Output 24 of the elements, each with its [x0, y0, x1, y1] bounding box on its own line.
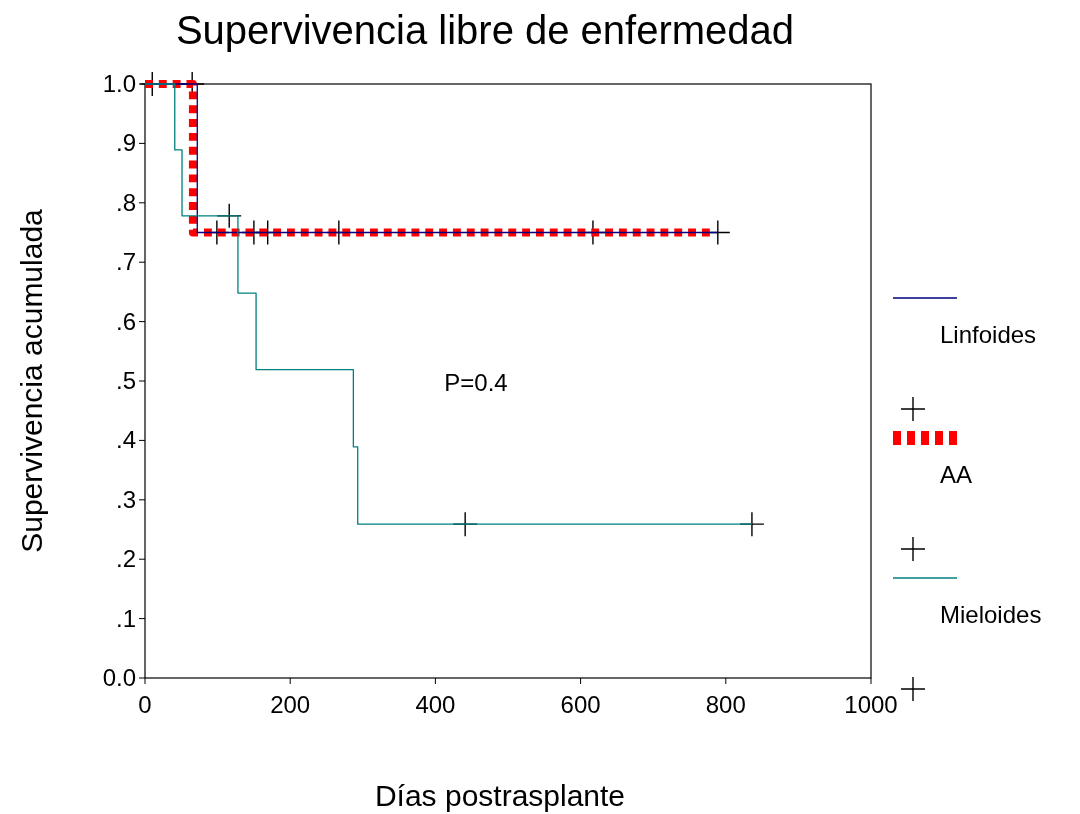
y-tick-label: 1.0 [102, 70, 136, 97]
legend-label: Linfoides [940, 321, 1037, 348]
legend-label: AA [940, 461, 973, 488]
y-tick-label: .7 [115, 248, 136, 276]
y-tick-label: .1 [115, 604, 136, 632]
y-tick-label: .9 [115, 129, 136, 157]
x-tick-label: 400 [415, 691, 456, 718]
x-tick-label: 1000 [844, 691, 898, 718]
y-tick-label: .4 [115, 426, 136, 454]
y-tick-label: .6 [115, 307, 136, 335]
y-tick-label: .3 [115, 485, 136, 513]
x-tick-label: 600 [560, 691, 601, 718]
annotation: P=0.4 [444, 369, 508, 396]
y-axis-title: Supervivencia acumulada [15, 208, 48, 553]
x-tick-label: 0 [138, 691, 152, 718]
y-tick-label: .5 [115, 367, 136, 394]
y-tick-label: .8 [115, 188, 136, 216]
chart-title: Supervivencia libre de enfermedad [175, 8, 795, 52]
y-tick-label: .2 [115, 545, 136, 573]
y-tick-label: 0.0 [102, 664, 136, 691]
x-tick-label: 200 [270, 691, 311, 718]
x-tick-label: 800 [705, 691, 746, 718]
x-axis-title: Días postrasplante [374, 779, 626, 812]
legend-label: Mieloides [940, 601, 1042, 628]
